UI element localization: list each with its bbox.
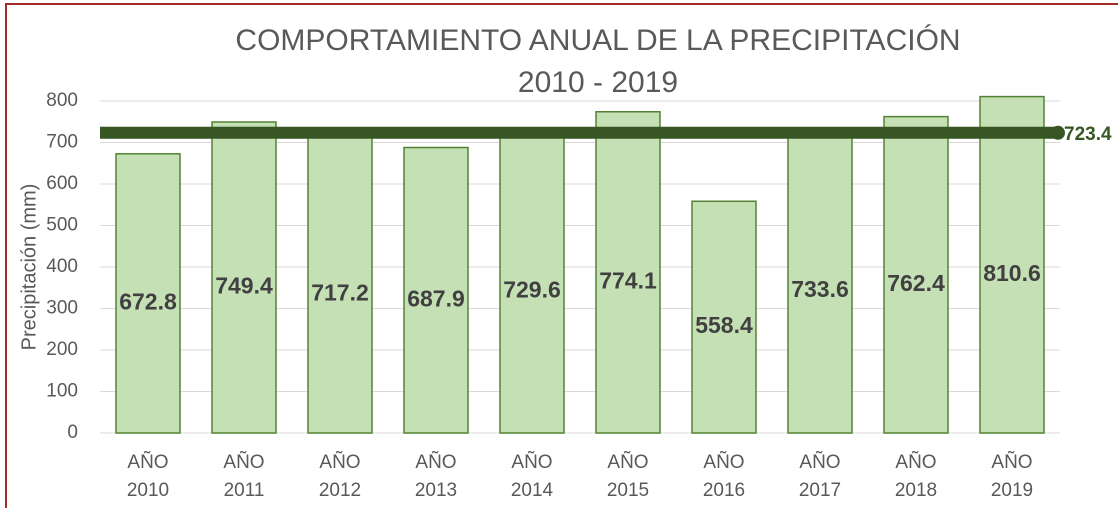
- data-label: 774.1: [599, 267, 657, 293]
- bar: [499, 129, 565, 434]
- x-tick-label: AÑO 2012: [319, 451, 361, 501]
- data-label: 762.4: [887, 270, 945, 296]
- data-label: 717.2: [311, 279, 369, 305]
- bar: [115, 153, 181, 434]
- data-label: 733.6: [791, 276, 849, 302]
- bar: [883, 115, 949, 434]
- data-label: 810.6: [983, 260, 1041, 286]
- y-tick-label: 800: [46, 90, 78, 111]
- y-tick-label: 600: [46, 173, 78, 194]
- bar: [403, 146, 469, 434]
- bar: [211, 121, 277, 434]
- x-tick-label: AÑO 2019: [991, 451, 1033, 501]
- chart-title: COMPORTAMIENTO ANUAL DE LA PRECIPITACIÓN: [235, 24, 960, 57]
- x-tick-label: AÑO 2018: [895, 451, 937, 501]
- y-axis-label: Precipitación (mm): [18, 184, 40, 351]
- frame: [5, 3, 1118, 508]
- data-label: 749.4: [215, 273, 273, 299]
- y-tick-label: 0: [67, 422, 78, 443]
- bar: [787, 127, 853, 434]
- y-tick-label: 200: [46, 339, 78, 360]
- data-label: 687.9: [407, 285, 465, 311]
- y-tick-label: 500: [46, 215, 78, 236]
- y-tick-label: 100: [46, 381, 78, 402]
- x-tick-label: AÑO 2013: [415, 451, 457, 501]
- data-label: 558.4: [695, 312, 753, 338]
- bar: [691, 200, 757, 434]
- data-label: 672.8: [119, 288, 177, 314]
- bar: [307, 134, 373, 434]
- average-marker: [1051, 125, 1065, 140]
- data-label: 729.6: [503, 277, 561, 303]
- chart-subtitle: 2010 - 2019: [518, 66, 678, 99]
- x-tick-label: AÑO 2016: [703, 451, 745, 501]
- x-tick-label: AÑO 2017: [799, 451, 841, 501]
- bar: [595, 110, 661, 434]
- x-tick-label: AÑO 2010: [127, 451, 169, 501]
- x-tick-label: AÑO 2011: [223, 451, 264, 501]
- bar: [979, 95, 1045, 434]
- average-label: 723.4: [1064, 124, 1112, 145]
- y-tick-label: 300: [46, 298, 78, 319]
- y-tick-label: 700: [46, 132, 78, 153]
- x-tick-label: AÑO 2015: [607, 451, 649, 501]
- x-tick-label: AÑO 2014: [511, 451, 554, 501]
- y-tick-label: 400: [46, 256, 78, 277]
